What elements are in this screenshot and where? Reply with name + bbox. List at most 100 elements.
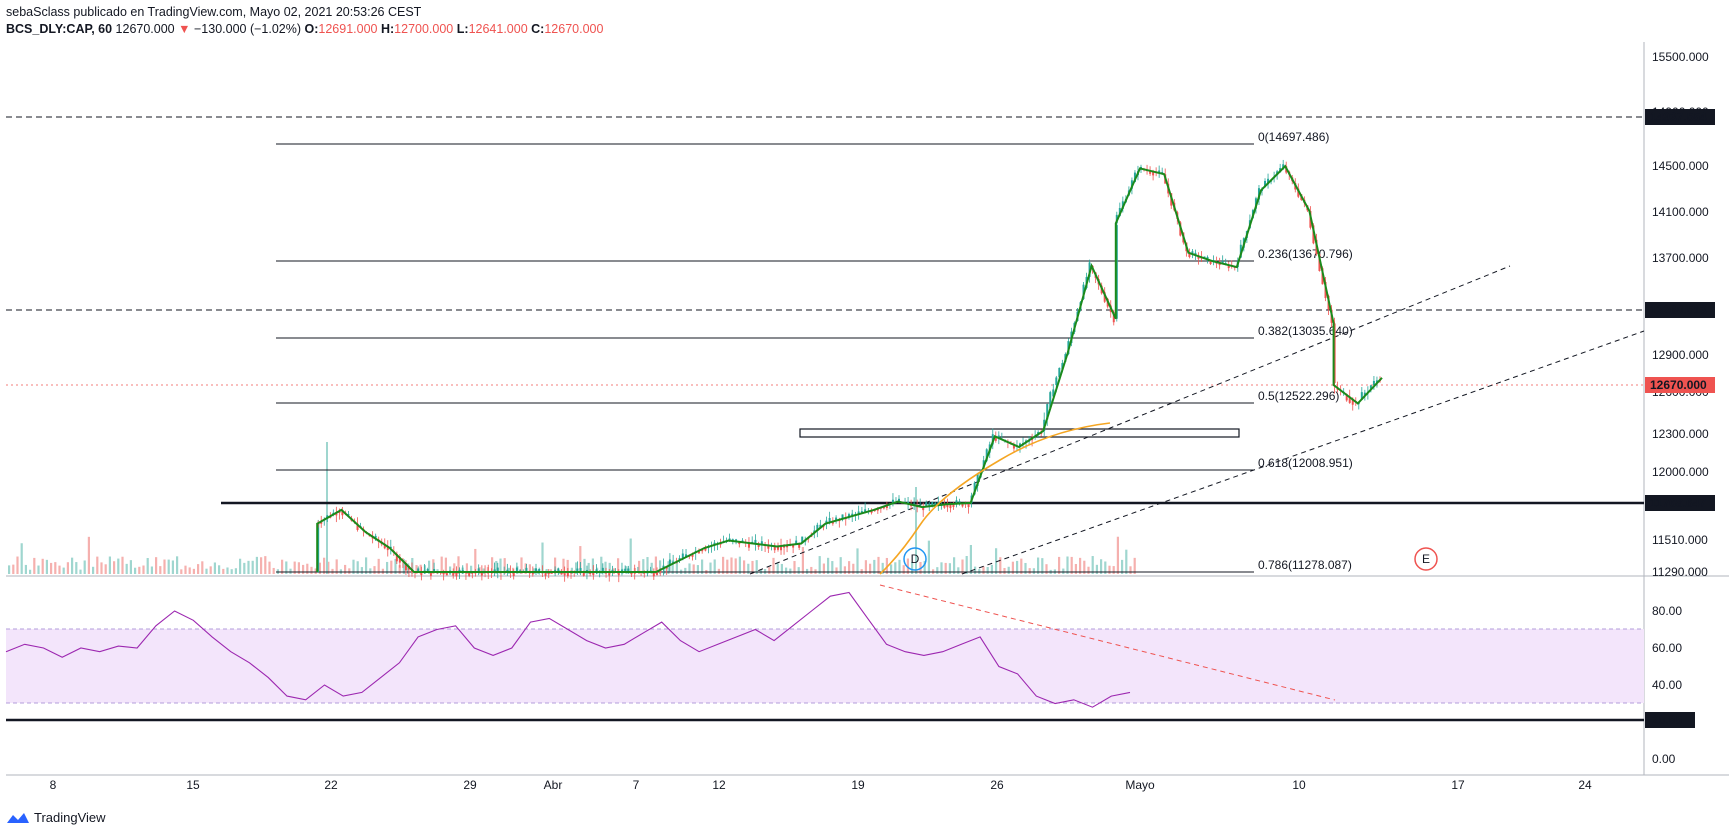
volume-bar	[1083, 560, 1086, 574]
candle-body	[356, 523, 359, 531]
candle-body	[1360, 392, 1363, 400]
rsi-tick-label: 80.00	[1652, 604, 1682, 618]
candle-body	[946, 504, 949, 508]
candle-body	[1012, 444, 1015, 449]
volume-bar	[268, 561, 271, 574]
candle-body	[1372, 380, 1375, 386]
trend-channel-upper	[749, 265, 1511, 575]
volume-bar	[260, 557, 263, 574]
volume-bar	[843, 566, 846, 574]
candle-body	[531, 572, 534, 575]
volume-bar	[218, 565, 221, 574]
candle-body	[1264, 180, 1267, 188]
volume-bar	[1041, 558, 1044, 574]
candle-body	[1046, 404, 1049, 420]
volume-bar	[125, 563, 128, 574]
rsi-divergence-line	[879, 584, 1336, 701]
volume-bar	[415, 565, 418, 574]
volume-bar	[71, 557, 74, 574]
volume-bar	[730, 557, 733, 574]
price-tick-label: 14500.000	[1652, 159, 1709, 173]
volume-bar	[948, 563, 951, 574]
volume-bar	[999, 557, 1002, 574]
volume-bar	[776, 563, 779, 574]
fib-retracement[interactable]: 0(14697.486) 0.236(13670.796) 0.382(13035.…	[276, 130, 1353, 573]
candle-body	[691, 554, 694, 557]
volume-bar	[604, 561, 607, 574]
price-tick-label: 13700.000	[1652, 251, 1709, 265]
volume-bar	[226, 567, 229, 574]
candle-body	[786, 545, 789, 548]
support-zone-box	[799, 428, 1240, 438]
candle-body	[780, 546, 783, 551]
volume-bar	[209, 566, 212, 574]
volume-bar	[150, 566, 153, 574]
candle-body	[585, 569, 588, 572]
volume-bar	[33, 557, 36, 574]
candle-body	[595, 569, 598, 572]
price-tick-label: 12000.000	[1652, 465, 1709, 479]
date-tick-label: 24	[1578, 778, 1592, 792]
volume-bar	[184, 565, 187, 574]
footer[interactable]: TradingView	[6, 810, 106, 825]
candle-body	[925, 502, 928, 507]
candle-body	[870, 510, 873, 513]
trend-lines[interactable]	[749, 265, 1645, 701]
volume-bar	[831, 561, 834, 574]
volume-bar	[1116, 536, 1119, 574]
price-label-text: 11768.647	[1650, 496, 1706, 510]
volume-bar	[465, 563, 468, 574]
volume-bar	[869, 563, 872, 574]
volume-bar	[671, 560, 674, 574]
volume-bar	[289, 568, 292, 574]
volume-bar	[965, 556, 968, 574]
volume-bar	[650, 562, 653, 574]
candle-body	[922, 507, 925, 511]
volume-bar	[373, 566, 376, 574]
volume-bar	[642, 559, 645, 574]
volume-bar	[75, 562, 78, 574]
candle-body	[747, 542, 750, 548]
volume-bar	[377, 558, 380, 574]
candle-body	[544, 572, 547, 576]
volume-bar	[684, 567, 687, 574]
candle-body	[338, 511, 341, 514]
open-value: 12691.000	[318, 22, 378, 36]
volume-bar	[79, 569, 82, 574]
volume-bar	[453, 563, 456, 574]
green-moving-average	[316, 164, 1383, 573]
date-tick-label: 8	[50, 778, 57, 792]
volume-bar	[96, 556, 99, 574]
candle-body	[1049, 392, 1052, 408]
date-tick-label: 15	[186, 778, 200, 792]
candle-body	[1052, 389, 1055, 397]
volume-bar	[822, 563, 825, 574]
candle-body	[582, 572, 585, 576]
date-tick-label: 29	[463, 778, 477, 792]
volume-bar	[188, 567, 191, 574]
volume-bar	[499, 558, 502, 574]
price-label-text: 12670.000	[1650, 378, 1707, 392]
volume-bar	[163, 559, 166, 574]
volume-bar	[659, 560, 662, 574]
volume-bar	[864, 560, 867, 574]
volume-bar	[579, 546, 582, 574]
candle-body	[506, 569, 509, 572]
candle-body	[891, 499, 894, 504]
volume-bar	[940, 562, 943, 574]
candle-body	[1345, 394, 1348, 401]
candle-body	[1194, 252, 1197, 255]
volume-bar	[1007, 566, 1010, 574]
volume-bar	[222, 568, 225, 574]
volume-bar	[520, 557, 523, 574]
volume-bar	[121, 556, 124, 574]
volume-bar	[230, 569, 233, 574]
candle-body	[1061, 363, 1064, 370]
candle-body	[630, 572, 633, 575]
volume-bar	[713, 559, 716, 574]
volume-bar	[58, 565, 61, 574]
volume-bar	[554, 557, 557, 574]
candle-body	[659, 570, 662, 573]
volume-bar	[176, 556, 179, 574]
